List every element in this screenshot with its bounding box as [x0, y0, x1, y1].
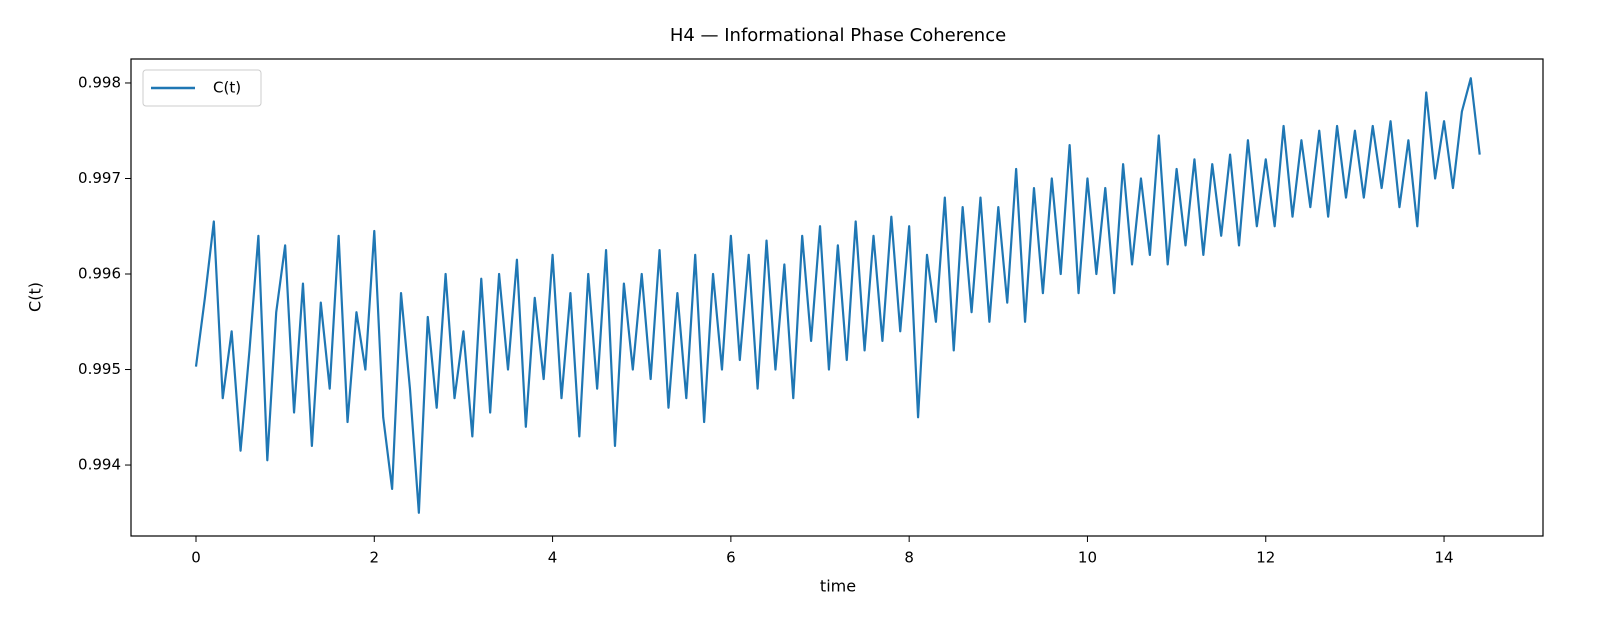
- x-tick-label: 2: [370, 549, 380, 567]
- data-line: [194, 77, 1481, 514]
- x-tick-label: 4: [548, 549, 558, 567]
- x-tick-label: 14: [1434, 549, 1453, 567]
- x-tick-label: 12: [1256, 549, 1275, 567]
- legend-box: [142, 69, 262, 107]
- y-tick-label: 0.997: [78, 169, 121, 187]
- x-axis-label: time: [820, 577, 856, 596]
- y-tick-label: 0.996: [78, 265, 121, 283]
- plot-frame: [130, 58, 1544, 537]
- x-tick-label: 8: [904, 549, 914, 567]
- y-axis-label: C(t): [26, 282, 45, 312]
- x-tick-label: 10: [1078, 549, 1097, 567]
- x-tick-label: 6: [726, 549, 736, 567]
- y-tick-label: 0.995: [78, 360, 121, 378]
- legend-label: C(t): [213, 79, 241, 97]
- chart-title: H4 — Informational Phase Coherence: [670, 25, 1006, 46]
- y-tick-label: 0.998: [78, 73, 121, 91]
- y-tick-label: 0.994: [78, 456, 121, 474]
- x-tick-label: 0: [191, 549, 201, 567]
